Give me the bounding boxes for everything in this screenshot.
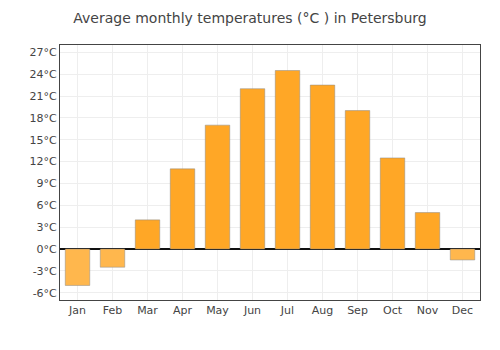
svg-text:15°C: 15°C xyxy=(30,134,57,147)
svg-text:-6°C: -6°C xyxy=(33,287,57,300)
svg-text:Sep: Sep xyxy=(347,304,368,317)
svg-text:27°C: 27°C xyxy=(30,46,57,59)
svg-text:12°C: 12°C xyxy=(30,155,57,168)
svg-text:Dec: Dec xyxy=(452,304,473,317)
svg-text:24°C: 24°C xyxy=(30,68,57,81)
svg-text:Aug: Aug xyxy=(312,304,333,317)
svg-text:9°C: 9°C xyxy=(37,177,57,190)
svg-text:Jul: Jul xyxy=(280,304,294,317)
svg-text:3°C: 3°C xyxy=(37,221,57,234)
svg-text:Jun: Jun xyxy=(243,304,261,317)
svg-text:21°C: 21°C xyxy=(30,90,57,103)
svg-text:0°C: 0°C xyxy=(37,243,57,256)
svg-text:Nov: Nov xyxy=(417,304,439,317)
svg-text:Apr: Apr xyxy=(173,304,193,317)
svg-text:May: May xyxy=(206,304,229,317)
svg-text:Feb: Feb xyxy=(103,304,122,317)
svg-text:Average monthly temperatures (: Average monthly temperatures (°C ) in Pe… xyxy=(73,10,426,26)
svg-text:Mar: Mar xyxy=(137,304,158,317)
svg-text:Jan: Jan xyxy=(68,304,86,317)
svg-text:Oct: Oct xyxy=(383,304,403,317)
svg-text:18°C: 18°C xyxy=(30,112,57,125)
svg-text:-3°C: -3°C xyxy=(33,265,57,278)
svg-text:6°C: 6°C xyxy=(37,199,57,212)
